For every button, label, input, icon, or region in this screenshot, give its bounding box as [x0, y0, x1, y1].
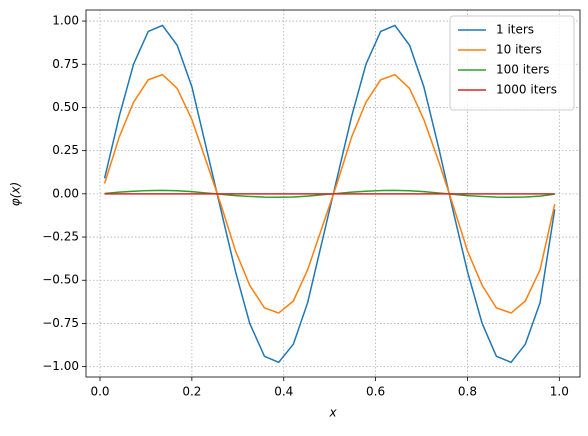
y-tick-label: 0.75	[52, 57, 79, 71]
y-tick-label: −0.25	[42, 230, 79, 244]
series-line	[103, 73, 556, 314]
x-tick-label: 1.0	[550, 385, 569, 399]
legend-label: 1 iters	[496, 23, 534, 37]
series-line	[103, 24, 556, 364]
legend-box	[449, 15, 575, 111]
y-axis-label: φ(x)	[9, 182, 23, 206]
x-tick-label: 0.4	[274, 385, 293, 399]
legend-label: 10 iters	[496, 43, 542, 57]
x-tick-label: 0.0	[90, 385, 109, 399]
plot-frame	[85, 9, 581, 378]
y-tick-label: −1.00	[42, 359, 79, 373]
x-tick-label: 0.2	[182, 385, 201, 399]
legend-label: 100 iters	[496, 63, 549, 77]
y-tick-label: 1.00	[52, 14, 79, 28]
y-tick-label: 0.00	[52, 186, 79, 200]
x-tick-label: 0.6	[366, 385, 385, 399]
x-axis-label: x	[328, 406, 337, 420]
y-tick-label: 0.50	[52, 100, 79, 114]
y-tick-label: −0.50	[42, 273, 79, 287]
x-tick-label: 0.8	[458, 385, 477, 399]
legend-label: 1000 iters	[496, 83, 557, 97]
y-tick-label: 0.25	[52, 143, 79, 157]
legend: 1 iters 10 iters 100 iters 1000 iters	[449, 15, 575, 111]
y-tick-label: −0.75	[42, 316, 79, 330]
